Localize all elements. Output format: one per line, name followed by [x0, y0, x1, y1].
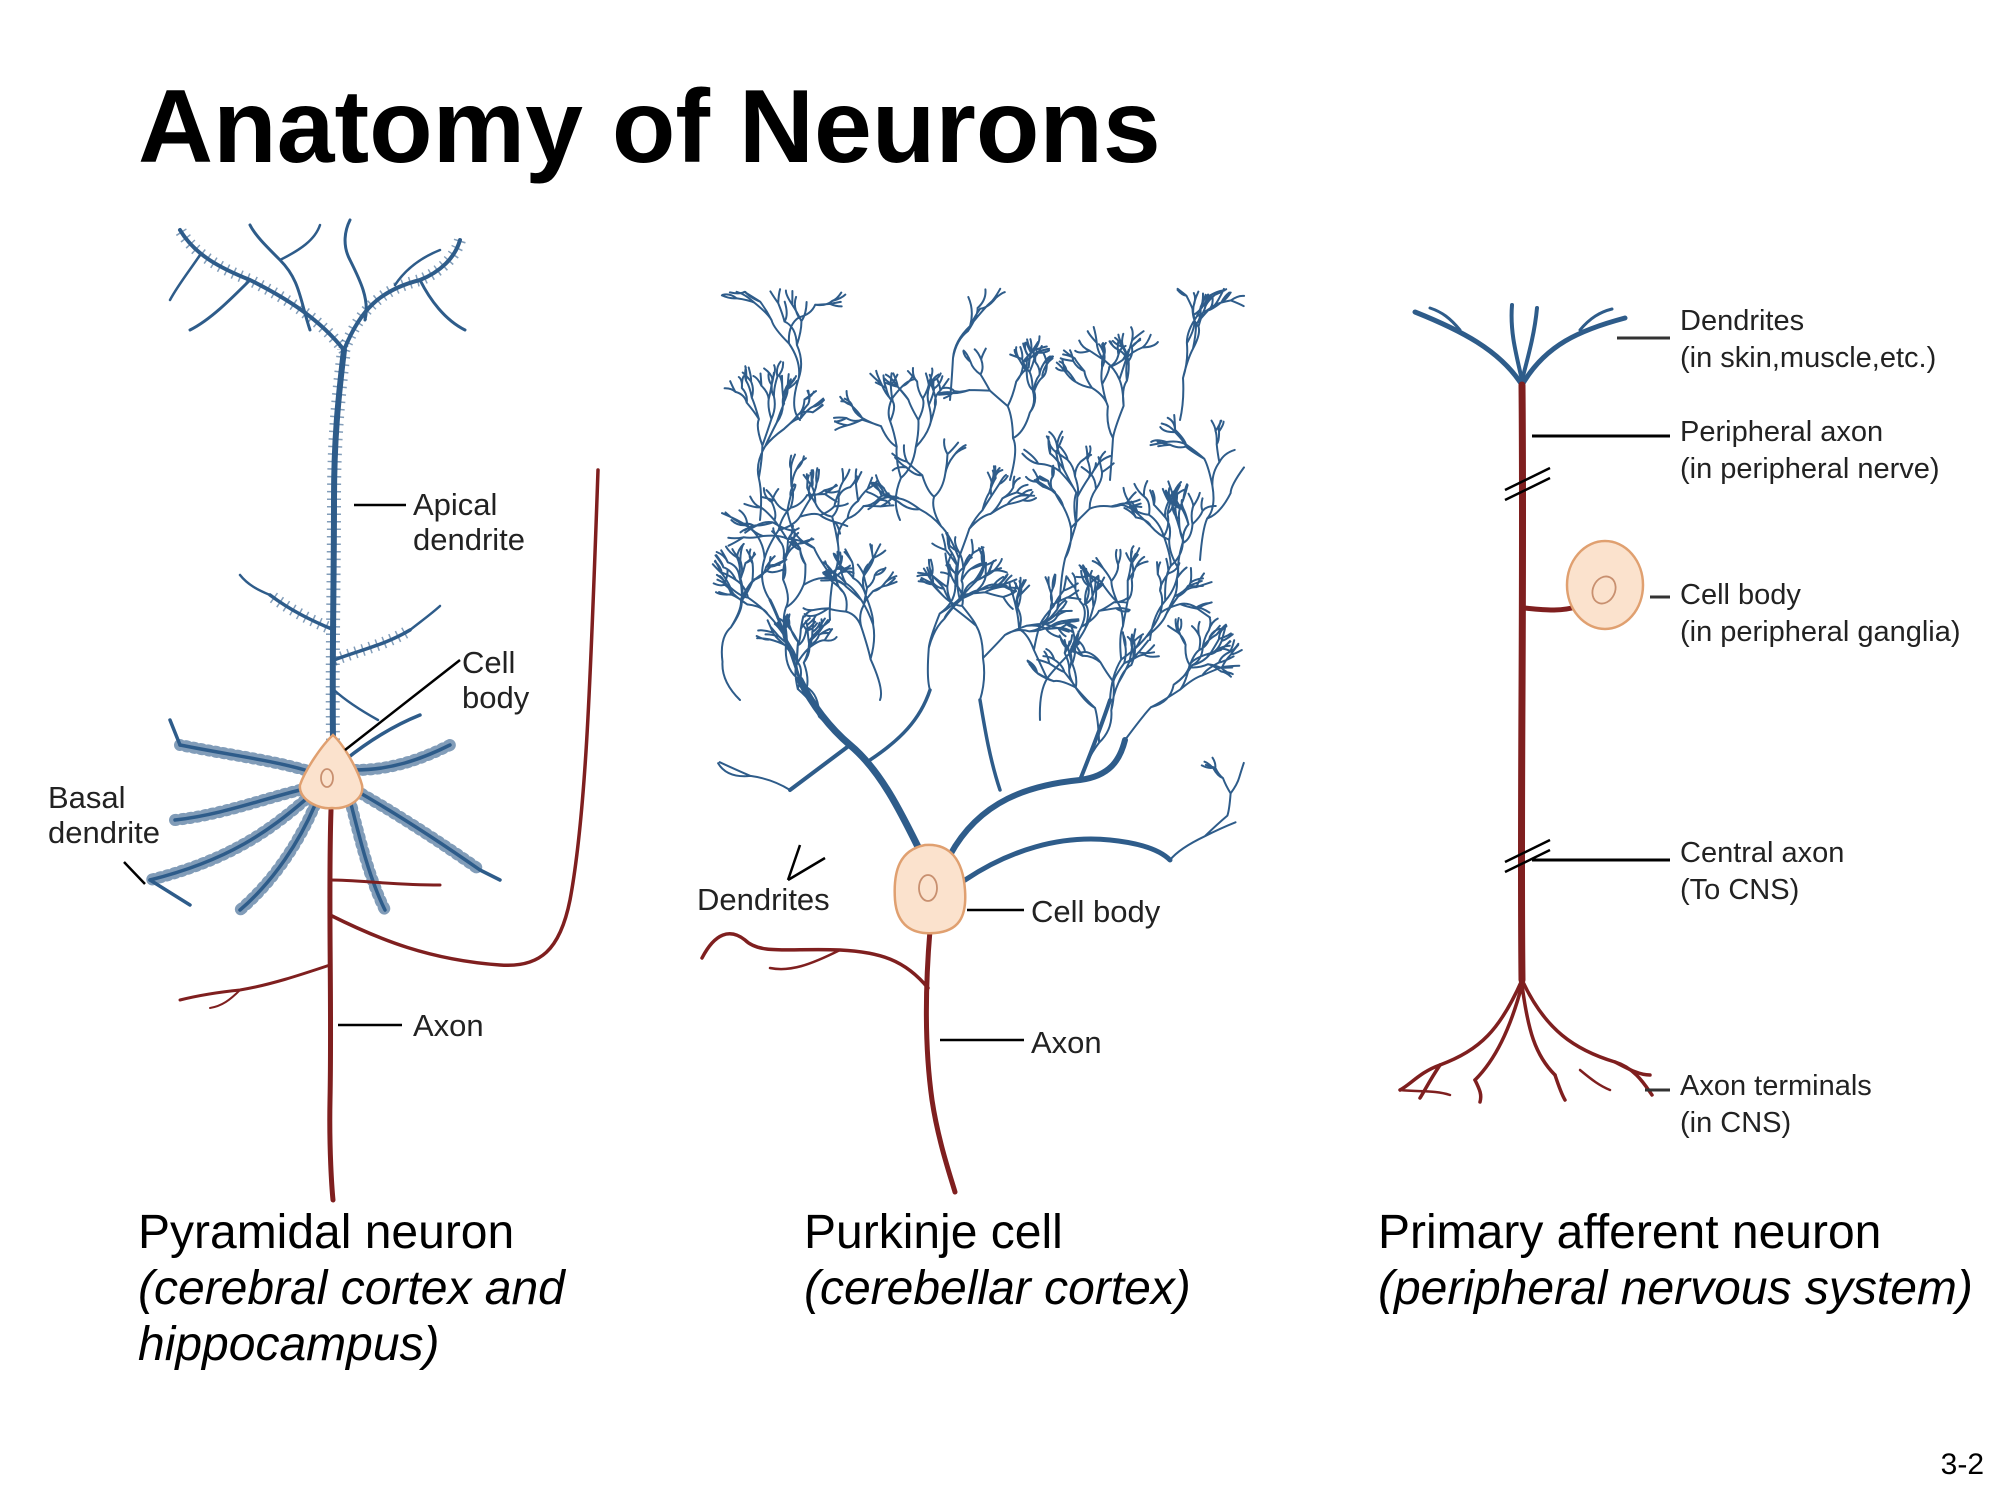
purkinje-axon-label: Axon [1031, 1025, 1102, 1060]
pyramidal-cellbody-label-2: body [462, 680, 530, 715]
afferent-periph-label-2: (in peripheral nerve) [1680, 453, 1940, 485]
pyramidal-basal-label-2: dendrite [48, 815, 160, 850]
pyramidal-caption-title: Pyramidal neuron [138, 1206, 515, 1259]
afferent-dendrites-label-2: (in skin,muscle,etc.) [1680, 342, 1936, 374]
purkinje-caption-sub-1: (cerebellar cortex) [804, 1262, 1191, 1315]
pyramidal-caption-sub-1: (cerebral cortex and [138, 1262, 565, 1315]
afferent-axon [1517, 381, 1583, 984]
purkinje-cell: Dendrites Cell body Axon [697, 287, 1246, 1195]
pyramidal-spines [174, 226, 466, 741]
pyramidal-basal-spines [144, 739, 486, 916]
pyramidal-basal-leader [123, 861, 146, 885]
pyramidal-caption-sub-2: hippocampus) [138, 1318, 440, 1371]
pyramidal-apical-label-1: Apical [413, 487, 497, 522]
primary-afferent-neuron: Dendrites (in skin,muscle,etc.) Peripher… [1398, 303, 1961, 1139]
pyramidal-apical-label-2: dendrite [413, 522, 525, 557]
afferent-caption-title: Primary afferent neuron [1378, 1206, 1882, 1259]
afferent-dendrites-label-1: Dendrites [1680, 305, 1804, 337]
afferent-terminals-label-1: Axon terminals [1680, 1070, 1872, 1102]
pyramidal-cellbody-label-1: Cell [462, 645, 515, 680]
afferent-nucleus [1591, 575, 1617, 605]
purkinje-cell-body [893, 843, 967, 935]
purkinje-main-dendrites [768, 598, 1173, 883]
afferent-periph-label-1: Peripheral axon [1680, 416, 1883, 448]
pyramidal-cellbody-leader [344, 659, 461, 751]
afferent-break-marks [1504, 466, 1551, 874]
afferent-terminals-label-2: (in CNS) [1680, 1107, 1791, 1139]
purkinje-nucleus [918, 874, 938, 902]
pyramidal-apical-dendrite [168, 218, 467, 743]
pyramidal-axon [178, 468, 600, 1203]
purkinje-axon [700, 927, 958, 1195]
afferent-caption: Primary afferent neuron (peripheral nerv… [1378, 1205, 1973, 1317]
purkinje-cellbody-label: Cell body [1031, 894, 1161, 929]
page-number: 3-2 [1940, 1448, 1984, 1481]
afferent-caption-sub-1: (peripheral nervous system) [1378, 1262, 1973, 1315]
afferent-central-label-1: Central axon [1680, 837, 1844, 869]
pyramidal-caption: Pyramidal neuron (cerebral cortex and hi… [138, 1205, 565, 1373]
pyramidal-axon-label: Axon [413, 1008, 484, 1043]
afferent-central-label-2: (To CNS) [1680, 874, 1799, 906]
pyramidal-nucleus [320, 768, 334, 788]
afferent-cellbody-label-2: (in peripheral ganglia) [1680, 616, 1961, 648]
purkinje-dendrites-leader-1 [786, 844, 802, 881]
afferent-dendrites [1412, 303, 1628, 388]
pyramidal-basal-label-1: Basal [48, 780, 126, 815]
purkinje-caption-title: Purkinje cell [804, 1206, 1063, 1259]
purkinje-caption: Purkinje cell (cerebellar cortex) [804, 1205, 1191, 1317]
purkinje-dendrites-label: Dendrites [697, 882, 830, 917]
purkinje-dendrites-leader-2 [787, 856, 826, 882]
afferent-axon-terminals [1398, 978, 1654, 1104]
pyramidal-neuron: Apical dendrite Cell body Basal dendrite… [48, 218, 600, 1203]
afferent-cell-body [1565, 539, 1645, 631]
purkinje-fine-branches [711, 287, 1246, 861]
page-title: Anatomy of Neurons [138, 69, 1161, 185]
afferent-cellbody-label-1: Cell body [1680, 579, 1801, 611]
purkinje-dendritic-tree [711, 287, 1246, 861]
